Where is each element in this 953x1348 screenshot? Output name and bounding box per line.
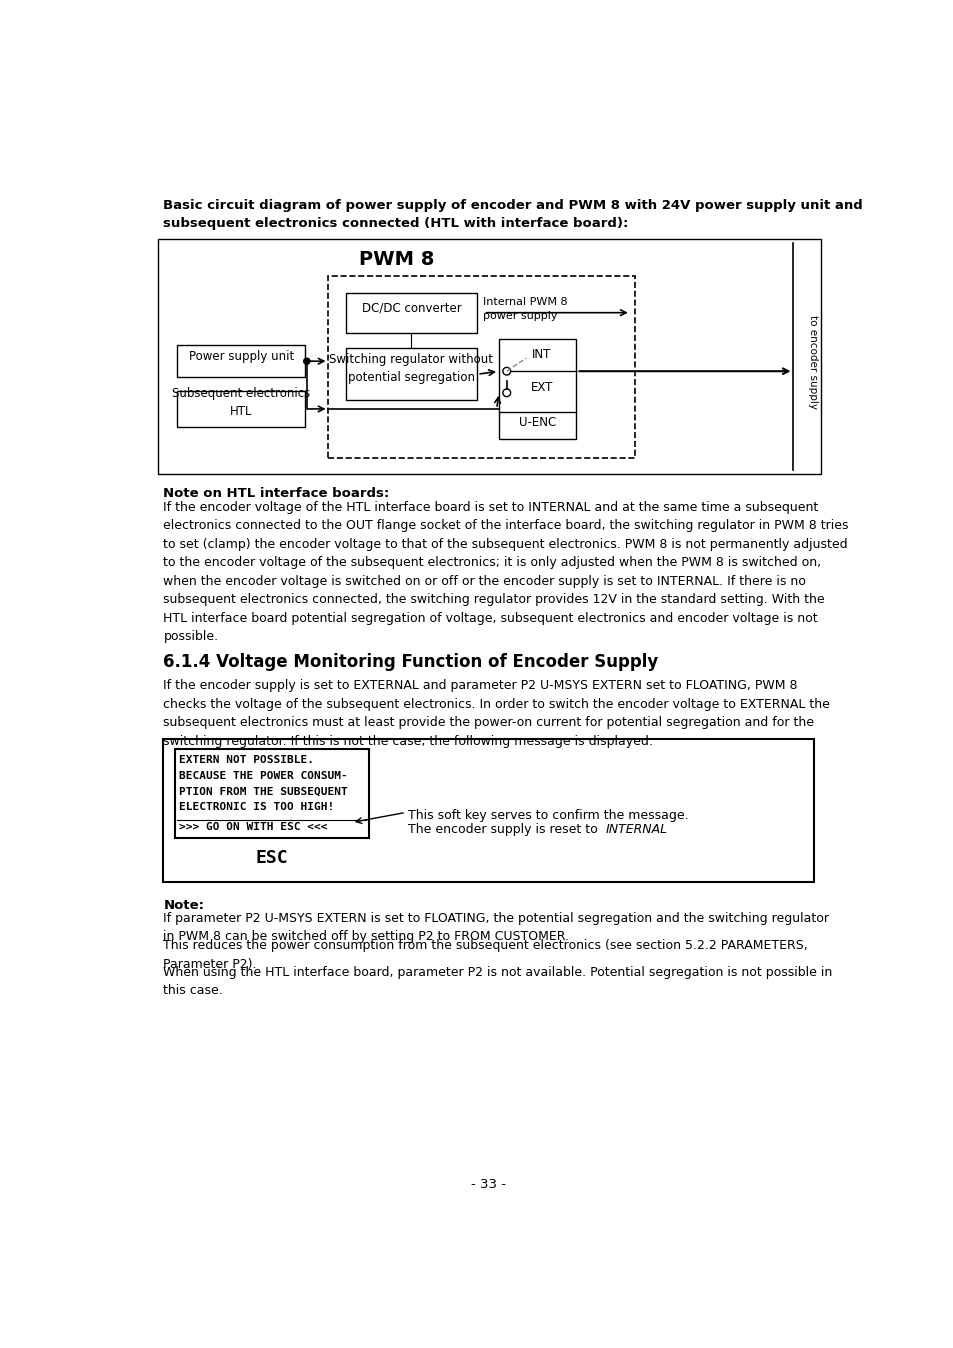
Text: Switching regulator without
potential segregation: Switching regulator without potential se… <box>329 353 493 384</box>
Text: The encoder supply is reset to: The encoder supply is reset to <box>408 824 601 836</box>
Text: EXTERN NOT POSSIBLE.: EXTERN NOT POSSIBLE. <box>179 755 314 766</box>
Text: If the encoder voltage of the HTL interface board is set to INTERNAL and at the : If the encoder voltage of the HTL interf… <box>163 500 848 643</box>
Text: EXT: EXT <box>530 381 552 394</box>
Text: >>> GO ON WITH ESC <<<: >>> GO ON WITH ESC <<< <box>179 822 327 832</box>
Bar <box>158 239 820 473</box>
Bar <box>345 293 476 333</box>
Text: INT: INT <box>532 348 551 361</box>
Text: Subsequent electronics
HTL: Subsequent electronics HTL <box>172 387 310 418</box>
Text: DC/DC converter: DC/DC converter <box>361 302 461 314</box>
Text: ESC: ESC <box>255 849 288 867</box>
Text: Power supply unit: Power supply unit <box>189 350 294 363</box>
Text: Note on HTL interface boards:: Note on HTL interface boards: <box>163 487 389 500</box>
Text: - 33 -: - 33 - <box>471 1178 506 1192</box>
Text: When using the HTL interface board, parameter P2 is not available. Potential seg: When using the HTL interface board, para… <box>163 965 832 998</box>
Bar <box>345 348 476 400</box>
Circle shape <box>303 359 310 364</box>
Bar <box>177 345 305 377</box>
Text: Note:: Note: <box>163 899 204 913</box>
Circle shape <box>502 390 510 396</box>
Text: BECAUSE THE POWER CONSUM-: BECAUSE THE POWER CONSUM- <box>179 771 347 780</box>
Text: ELECTRONIC IS TOO HIGH!: ELECTRONIC IS TOO HIGH! <box>179 802 334 811</box>
Text: PTION FROM THE SUBSEQUENT: PTION FROM THE SUBSEQUENT <box>179 786 347 797</box>
Text: If the encoder supply is set to EXTERNAL and parameter P2 U-MSYS EXTERN set to F: If the encoder supply is set to EXTERNAL… <box>163 679 829 748</box>
Circle shape <box>502 368 510 375</box>
Bar <box>163 739 814 882</box>
Bar <box>328 276 634 458</box>
Text: This soft key serves to confirm the message.: This soft key serves to confirm the mess… <box>408 809 688 821</box>
Text: U-ENC: U-ENC <box>518 417 556 429</box>
Text: 6.1.4 Voltage Monitoring Function of Encoder Supply: 6.1.4 Voltage Monitoring Function of Enc… <box>163 652 658 671</box>
Text: to encoder supply: to encoder supply <box>807 315 817 408</box>
Text: Internal PWM 8
power supply: Internal PWM 8 power supply <box>483 298 568 321</box>
Text: PWM 8: PWM 8 <box>359 251 435 270</box>
Text: INTERNAL: INTERNAL <box>605 824 667 836</box>
Bar <box>498 338 576 439</box>
Bar <box>177 391 305 426</box>
Text: If parameter P2 U-MSYS EXTERN is set to FLOATING, the potential segregation and : If parameter P2 U-MSYS EXTERN is set to … <box>163 911 828 944</box>
Text: Basic circuit diagram of power supply of encoder and PWM 8 with 24V power supply: Basic circuit diagram of power supply of… <box>163 198 862 229</box>
Bar <box>174 749 369 838</box>
Text: This reduces the power consumption from the subsequent electronics (see section : This reduces the power consumption from … <box>163 940 807 971</box>
